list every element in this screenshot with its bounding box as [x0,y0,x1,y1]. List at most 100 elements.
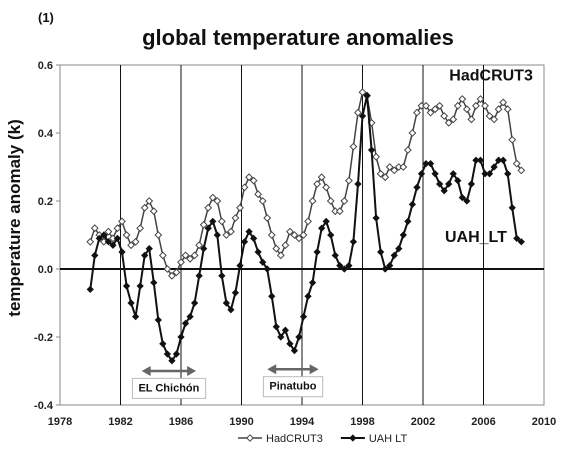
data-point [313,248,321,256]
x-tick-label: 2002 [411,416,435,428]
y-tick-label: 0.2 [38,196,53,208]
x-tick-label: 1994 [290,416,315,428]
data-point [86,237,95,246]
data-point [150,278,158,287]
data-point [158,251,167,260]
data-point [431,170,439,178]
event-label-box [131,377,207,399]
data-point [168,271,176,280]
data-point [172,350,181,358]
data-point [245,173,253,182]
data-point [136,224,145,233]
data-point [390,166,399,175]
data-point [190,251,199,260]
data-point [159,340,167,348]
x-tick-label: 1990 [229,416,253,428]
data-point [453,101,462,110]
data-point [168,357,176,365]
data-point [458,95,467,103]
x-tick-label: 2006 [471,416,495,428]
data-point [258,197,267,205]
data-point [268,292,276,300]
series-hadcrut3 [86,88,526,280]
data-point [440,187,448,195]
data-point [499,156,507,164]
data-point [354,108,362,117]
data-point [485,170,494,178]
data-point [517,166,526,175]
data-point [386,261,394,270]
data-point [318,224,326,232]
data-point [436,180,444,188]
data-point [340,197,349,205]
data-point [408,200,417,209]
data-point [281,326,289,334]
event-arrow-head-right [187,366,197,376]
data-point [199,220,208,229]
data-point [408,129,417,137]
data-point [367,146,376,154]
data-point [499,98,508,107]
data-point [404,217,412,226]
data-point [163,350,172,358]
data-point [331,251,339,260]
data-point [517,238,525,246]
y-tick-label: -0.2 [34,332,53,344]
data-point [494,105,503,114]
data-point [295,234,303,243]
data-point [390,251,398,260]
data-point [204,203,213,212]
event-label-box [262,376,324,398]
data-point [440,112,449,120]
data-point [104,227,113,236]
data-point [344,176,353,185]
data-point [490,115,498,124]
data-point [476,156,485,164]
data-point [186,312,194,321]
data-point [272,244,281,253]
data-point [467,115,476,124]
data-point [222,299,230,307]
data-point [113,224,122,233]
data-point [276,251,285,260]
data-point [381,265,389,273]
data-point [267,231,276,239]
x-tick-label: 1978 [48,416,72,428]
data-point [472,101,480,110]
series-label: UAH_LT [445,229,507,246]
data-point [213,197,222,205]
data-point [403,146,412,154]
x-tick-label: 1998 [350,416,374,428]
data-point [349,142,358,151]
data-point [358,88,367,97]
x-tick-label: 2010 [532,416,556,428]
event-label: Pinatubo [269,381,316,393]
data-point [254,248,262,256]
data-point [295,333,303,341]
data-point [140,203,149,212]
data-point [200,244,208,253]
data-point [217,217,226,226]
data-point [127,241,135,250]
legend: HadCRUT3 UAH LT [238,433,407,445]
data-point [272,323,280,331]
data-point [426,108,435,117]
data-point [322,217,330,226]
x-tick-label: 1982 [108,416,132,428]
data-point [458,193,466,202]
data-point [236,261,244,270]
data-point [345,261,353,270]
data-point [131,237,140,246]
data-point [449,170,457,178]
data-point [299,312,308,321]
data-point [462,105,471,114]
legend-swatch-marker [246,434,254,442]
data-point [177,258,185,267]
data-point [209,217,217,226]
data-point [358,112,367,120]
data-point [377,248,385,256]
data-point [508,204,516,212]
data-point [322,183,331,192]
data-point [213,231,221,239]
